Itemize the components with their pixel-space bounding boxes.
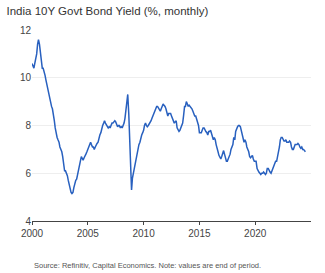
svg-text:12: 12 [20,25,32,36]
svg-text:2005: 2005 [77,228,100,239]
svg-text:2015: 2015 [188,228,211,239]
svg-text:2020: 2020 [244,228,267,239]
svg-text:4: 4 [25,216,31,227]
svg-text:6: 6 [25,168,31,179]
svg-text:10: 10 [20,72,32,83]
svg-text:2010: 2010 [132,228,155,239]
svg-text:India 10Y Govt Bond Yield (%,: India 10Y Govt Bond Yield (%, monthly) [7,5,209,17]
svg-text:8: 8 [25,120,31,131]
svg-text:Source: Refinitiv, Capital Eco: Source: Refinitiv, Capital Economics. No… [34,261,261,270]
svg-text:2000: 2000 [21,228,44,239]
